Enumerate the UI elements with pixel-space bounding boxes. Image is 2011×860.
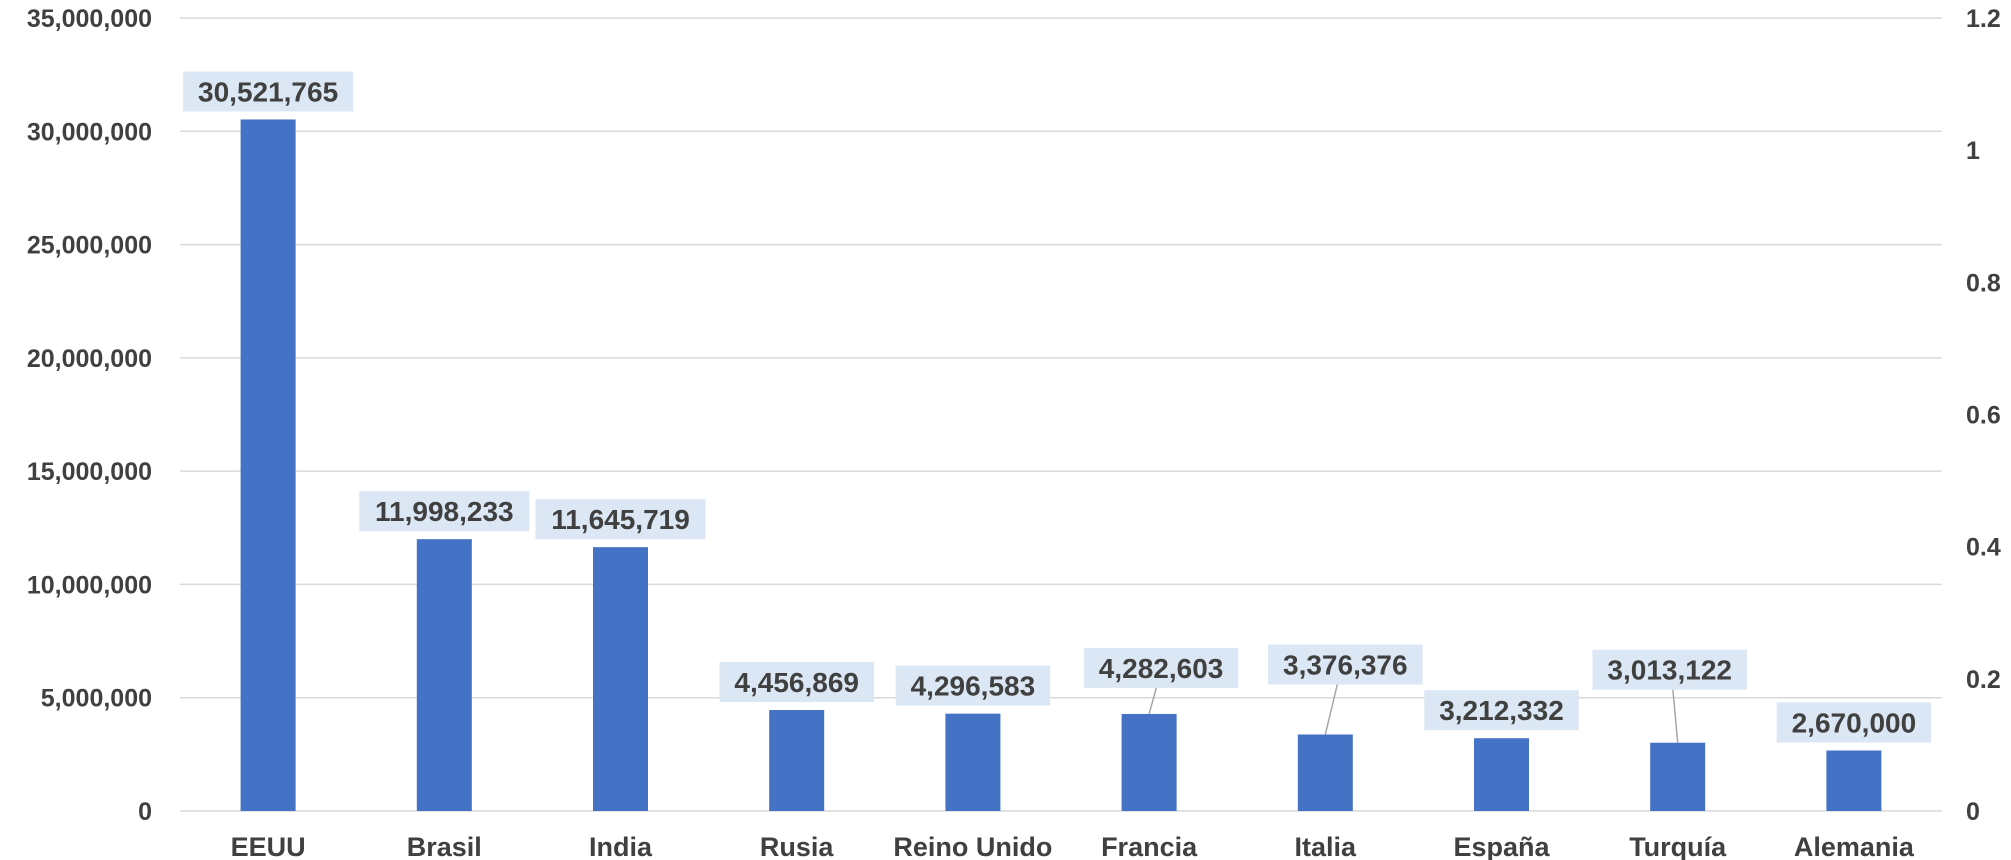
x-tick-label: Alemania (1794, 832, 1915, 860)
x-tick-label: Italia (1295, 832, 1358, 860)
y2-tick-label: 1.2 (1966, 5, 2001, 33)
leader-line (1672, 689, 1679, 743)
bar (769, 710, 825, 811)
bar (1121, 713, 1177, 811)
y-tick-label: 20,000,000 (27, 345, 152, 373)
x-tick-label: India (589, 832, 653, 860)
data-label-background (895, 665, 1051, 706)
bar (1474, 738, 1529, 811)
bar (1826, 750, 1882, 811)
y2-tick-label: 0.6 (1966, 402, 2001, 430)
x-tick-label: Francia (1101, 832, 1198, 860)
bar (1297, 734, 1353, 811)
data-label-background (359, 491, 530, 532)
x-tick-label: Reino Unido (893, 832, 1052, 860)
data-label: 4,296,583 (911, 671, 1036, 702)
y-tick-label: 25,000,000 (27, 232, 152, 260)
bars (240, 119, 1882, 812)
bar (1650, 742, 1706, 811)
data-label-background (183, 71, 354, 112)
data-label: 4,282,603 (1099, 653, 1224, 684)
x-tick-label: Rusia (760, 832, 835, 860)
data-label-background (1776, 702, 1932, 743)
data-label-background (1268, 644, 1423, 685)
y-axis-left: 0 5,000,000 10,000,000 15,000,000 20,000,000… (27, 5, 152, 826)
gridlines (180, 17, 1942, 812)
x-tick-label: EEUU (231, 832, 306, 860)
leader-line (1148, 687, 1158, 715)
data-label: 3,212,332 (1439, 695, 1564, 726)
data-label: 11,645,719 (551, 504, 690, 535)
y2-tick-label: 0.2 (1966, 666, 2001, 694)
data-label: 2,670,000 (1792, 708, 1917, 739)
y-tick-label: 35,000,000 (27, 5, 152, 33)
y-tick-label: 10,000,000 (27, 571, 152, 599)
leader-line (1324, 684, 1339, 735)
y-tick-label: 5,000,000 (41, 685, 152, 713)
data-label-background (1083, 647, 1239, 688)
x-tick-label: Brasil (407, 832, 482, 860)
data-label: 11,998,233 (375, 496, 514, 527)
bar (416, 539, 472, 811)
data-label-background (719, 662, 874, 703)
x-tick-label: España (1453, 832, 1550, 860)
y2-tick-label: 0.4 (1966, 534, 2001, 562)
bar (593, 547, 648, 811)
y2-tick-label: 0.8 (1966, 269, 2001, 297)
data-label: 4,456,869 (734, 667, 859, 698)
data-label: 3,376,376 (1283, 650, 1408, 681)
data-label-background (1592, 649, 1747, 690)
data-label-background (1424, 690, 1579, 731)
y-axis-right: 0 0.2 0.4 0.6 0.8 1 1.2 (1966, 5, 2001, 826)
x-tick-label: Turquía (1629, 832, 1727, 860)
x-axis: EEUU Brasil India Rusia Reino Unido Francia It… (231, 832, 1915, 860)
y-tick-label: 30,000,000 (27, 118, 152, 146)
bar (945, 713, 1001, 811)
data-labels: 30,521,765 11,998,233 11,645,719 4,456,869 4… (183, 71, 1932, 743)
data-label-background (535, 499, 706, 540)
bar (240, 119, 296, 812)
y-tick-label: 0 (138, 798, 152, 826)
data-label: 30,521,765 (198, 76, 338, 107)
data-label: 3,013,122 (1607, 655, 1732, 686)
y-tick-label: 15,000,000 (27, 458, 152, 486)
y2-tick-label: 1 (1966, 137, 1980, 165)
y2-tick-label: 0 (1966, 798, 1980, 826)
